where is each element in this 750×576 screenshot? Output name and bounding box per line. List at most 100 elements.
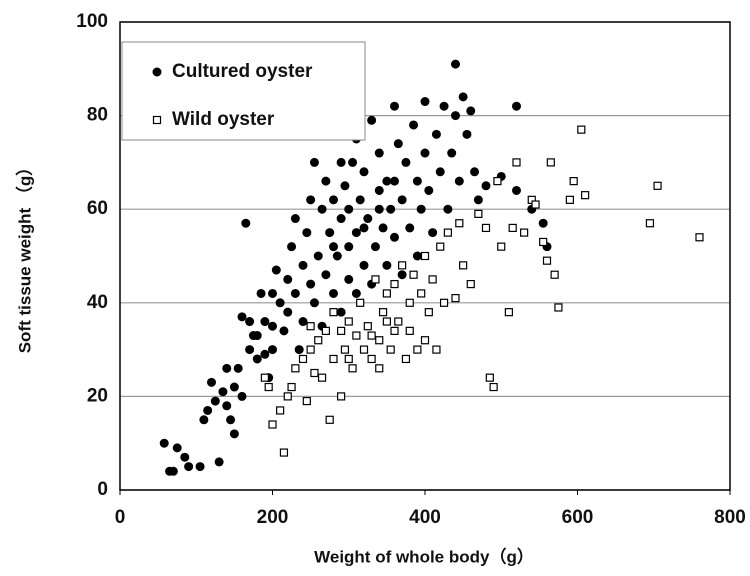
point [497, 242, 506, 251]
point [302, 228, 312, 238]
point [294, 345, 304, 355]
point [409, 120, 419, 130]
point [241, 218, 251, 228]
point [321, 326, 330, 335]
point [298, 354, 308, 364]
point [420, 251, 430, 261]
point [531, 200, 540, 209]
point [451, 294, 460, 303]
x-axis-label: Weight of whole body（g） [314, 546, 534, 566]
point [581, 191, 590, 200]
point [172, 443, 182, 453]
point [512, 185, 521, 195]
point [538, 218, 548, 228]
point [210, 396, 220, 406]
point [390, 279, 399, 289]
x-tick-label: 200 [257, 507, 289, 528]
point [252, 354, 262, 364]
point [344, 204, 354, 214]
point [207, 377, 216, 387]
point [309, 157, 319, 167]
x-tick-label: 800 [714, 507, 746, 528]
point [276, 406, 285, 415]
point [344, 354, 353, 364]
point [405, 223, 415, 233]
point [325, 228, 335, 238]
point [565, 195, 574, 204]
point [489, 382, 498, 392]
point [287, 242, 297, 252]
y-axis-label: Soft tissue weight （g） [14, 159, 34, 354]
y-tick-label: 40 [87, 292, 108, 313]
point [222, 363, 232, 373]
point [374, 148, 384, 158]
point [310, 368, 319, 378]
point [398, 261, 407, 270]
point [314, 336, 323, 345]
point [417, 289, 426, 298]
legend-marker [152, 67, 162, 77]
point [474, 209, 483, 218]
point [386, 345, 395, 354]
point [222, 401, 232, 411]
point [290, 288, 300, 298]
point [245, 345, 255, 355]
point [428, 228, 438, 238]
point [424, 185, 434, 195]
point [542, 256, 552, 265]
point [268, 345, 277, 355]
point [390, 176, 399, 186]
point [436, 242, 445, 251]
point [348, 364, 357, 373]
point [340, 345, 350, 354]
point [393, 139, 403, 149]
point [337, 326, 346, 335]
point [290, 214, 300, 224]
point [245, 317, 255, 327]
point [401, 157, 411, 167]
x-tick-label: 400 [409, 507, 441, 528]
point [375, 364, 384, 373]
point [237, 312, 247, 322]
point [229, 382, 239, 392]
point [195, 462, 205, 472]
point [493, 177, 502, 186]
point [271, 265, 281, 275]
point [390, 326, 399, 335]
point [481, 181, 491, 191]
point [359, 167, 369, 177]
y-tick-label: 20 [87, 385, 108, 406]
legend-marker [152, 115, 162, 125]
point [279, 326, 289, 336]
point [336, 307, 346, 317]
point [504, 308, 513, 317]
point [199, 415, 209, 425]
point [378, 223, 388, 233]
point [332, 251, 342, 261]
point [550, 270, 559, 279]
point [359, 223, 369, 233]
point [653, 181, 662, 190]
y-tick-label: 0 [97, 479, 108, 500]
point [431, 129, 441, 139]
point [352, 331, 361, 340]
point [371, 275, 380, 284]
point [454, 176, 464, 186]
point [329, 288, 338, 298]
point [394, 317, 403, 326]
point [203, 405, 213, 415]
point [473, 195, 483, 205]
point [268, 420, 277, 429]
point [260, 317, 270, 327]
point [413, 345, 422, 354]
point [645, 219, 655, 228]
point [355, 195, 365, 205]
point [329, 195, 338, 205]
point [405, 298, 414, 307]
point [256, 288, 266, 298]
point [367, 354, 376, 364]
point [321, 176, 331, 186]
point [359, 260, 369, 270]
point [184, 462, 194, 472]
point [424, 308, 433, 317]
